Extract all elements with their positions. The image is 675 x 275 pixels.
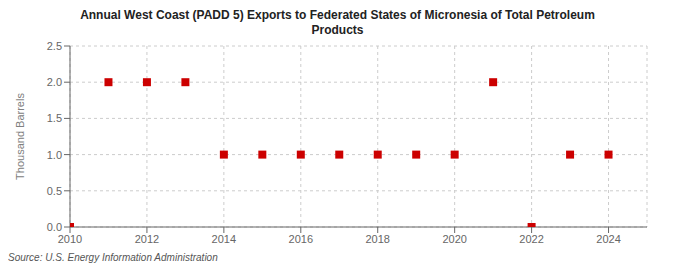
svg-text:2.5: 2.5 [47, 40, 62, 52]
svg-text:2.0: 2.0 [47, 76, 62, 88]
svg-text:2020: 2020 [442, 233, 466, 245]
svg-text:2016: 2016 [289, 233, 313, 245]
svg-text:2024: 2024 [596, 233, 620, 245]
svg-text:1.0: 1.0 [47, 149, 62, 161]
svg-text:2018: 2018 [365, 233, 389, 245]
svg-text:0.0: 0.0 [47, 221, 62, 233]
svg-text:2012: 2012 [135, 233, 159, 245]
html-text:Source: U.S. Energy Informatio: Source: U.S. Energy Information Administ… [8, 252, 218, 263]
svg-text:2010: 2010 [58, 233, 82, 245]
svg-text:2014: 2014 [212, 233, 236, 245]
svg-text:1.5: 1.5 [47, 112, 62, 124]
svg-text:0.5: 0.5 [47, 185, 62, 197]
html-text:Annual West Coast (PADD 5) Exp: Annual West Coast (PADD 5) Exports to Fe… [80, 8, 595, 37]
svg-text:2022: 2022 [519, 233, 543, 245]
svg-text:Thousand Barrels: Thousand Barrels [14, 93, 26, 180]
